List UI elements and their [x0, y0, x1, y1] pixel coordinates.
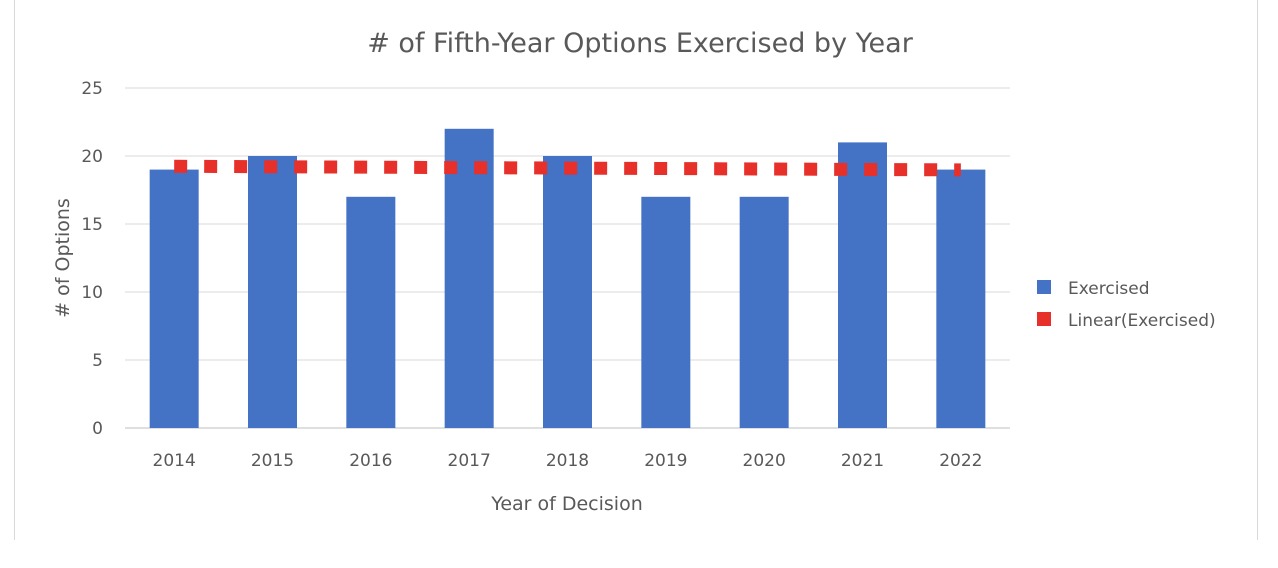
y-tick-label: 0: [92, 419, 103, 439]
bars: [149, 128, 986, 429]
y-axis-tick-labels: 0 5 10 15 20 25: [81, 79, 103, 439]
y-tick-label: 25: [81, 79, 103, 99]
y-tick-label: 20: [81, 147, 103, 167]
chart-title: # of Fifth-Year Options Exercised by Yea…: [367, 28, 913, 59]
x-axis-tick-labels: 2014 2015 2016 2017 2018 2019 2020 2021 2022: [153, 451, 983, 471]
bar-2017: [444, 128, 494, 429]
legend-label-exercised: Exercised: [1068, 279, 1150, 299]
trendline: [174, 159, 961, 177]
x-tick-label: 2018: [546, 451, 589, 471]
bar-2020: [739, 196, 789, 428]
legend-label-linear-exercised: Linear(Exercised): [1068, 311, 1216, 331]
x-tick-label: 2014: [153, 451, 196, 471]
x-tick-label: 2022: [939, 451, 982, 471]
x-tick-label: 2017: [448, 451, 491, 471]
bar-2014: [149, 169, 199, 428]
x-tick-label: 2020: [743, 451, 786, 471]
y-axis-title: # of Options: [52, 198, 74, 318]
bar-2022: [936, 169, 986, 428]
bar-2021: [838, 142, 887, 428]
bar-2018: [543, 156, 592, 428]
x-tick-label: 2015: [251, 451, 294, 471]
bar-2016: [346, 196, 396, 428]
x-axis-title: Year of Decision: [490, 493, 643, 515]
trendline-linear-exercised: [174, 159, 961, 177]
legend: Exercised Linear(Exercised): [1037, 279, 1216, 331]
legend-swatch-exercised: [1037, 280, 1051, 294]
bar-2019: [641, 196, 691, 428]
legend-swatch-linear-exercised: [1037, 312, 1051, 326]
x-tick-label: 2019: [644, 451, 687, 471]
bar-2015: [248, 156, 297, 428]
y-tick-label: 15: [81, 215, 103, 235]
x-tick-label: 2016: [349, 451, 392, 471]
x-tick-label: 2021: [841, 451, 884, 471]
chart-frame: [14, 0, 1258, 540]
y-tick-label: 10: [81, 283, 103, 303]
y-tick-label: 5: [92, 351, 103, 371]
